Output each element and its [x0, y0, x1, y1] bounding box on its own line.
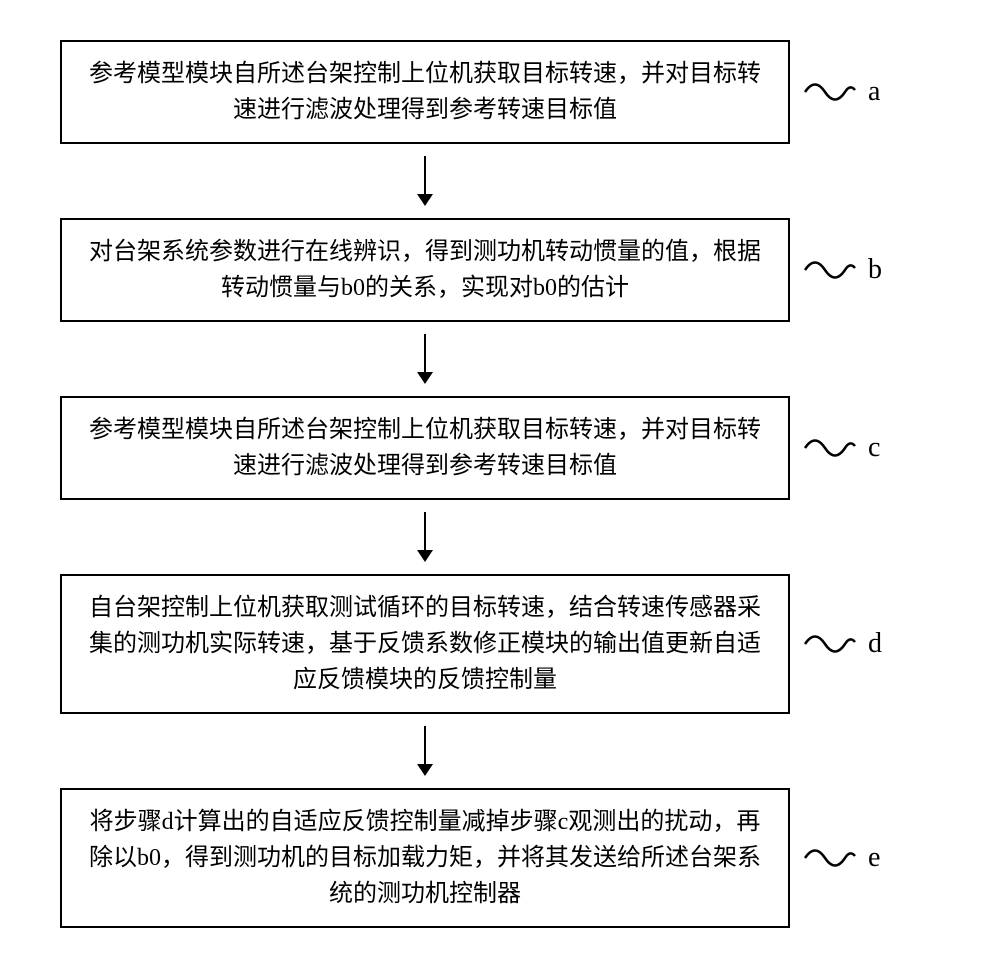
step-container-c: 参考模型模块自所述台架控制上位机获取目标转速，并对目标转速进行滤波处理得到参考转…	[60, 396, 940, 500]
step-container-e: 将步骤d计算出的自适应反馈控制量减掉步骤c观测出的扰动，再除以b0，得到测功机的…	[60, 788, 940, 928]
step-text-d: 自台架控制上位机获取测试循环的目标转速，结合转速传感器采集的测功机实际转速，基于…	[82, 590, 768, 698]
wavy-connector-icon	[800, 838, 860, 878]
step-container-d: 自台架控制上位机获取测试循环的目标转速，结合转速传感器采集的测功机实际转速，基于…	[60, 574, 940, 714]
step-text-a: 参考模型模块自所述台架控制上位机获取目标转速，并对目标转速进行滤波处理得到参考转…	[82, 56, 768, 128]
label-container-c: c	[800, 428, 880, 468]
step-text-b: 对台架系统参数进行在线辨识，得到测功机转动惯量的值，根据转动惯量与b0的关系，实…	[82, 234, 768, 306]
arrow-down-icon	[410, 156, 440, 206]
step-text-c: 参考模型模块自所述台架控制上位机获取目标转速，并对目标转速进行滤波处理得到参考转…	[82, 412, 768, 484]
label-container-b: b	[800, 250, 882, 290]
label-container-a: a	[800, 72, 880, 112]
wavy-connector-icon	[800, 624, 860, 664]
label-container-d: d	[800, 624, 882, 664]
step-box-a: 参考模型模块自所述台架控制上位机获取目标转速，并对目标转速进行滤波处理得到参考转…	[60, 40, 790, 144]
step-label-c: c	[868, 432, 880, 464]
step-box-e: 将步骤d计算出的自适应反馈控制量减掉步骤c观测出的扰动，再除以b0，得到测功机的…	[60, 788, 790, 928]
wavy-connector-icon	[800, 72, 860, 112]
arrow-down-icon	[410, 512, 440, 562]
wavy-connector-icon	[800, 250, 860, 290]
step-label-e: e	[868, 842, 880, 874]
label-container-e: e	[800, 838, 880, 878]
step-label-b: b	[868, 254, 882, 286]
wavy-connector-icon	[800, 428, 860, 468]
step-box-b: 对台架系统参数进行在线辨识，得到测功机转动惯量的值，根据转动惯量与b0的关系，实…	[60, 218, 790, 322]
step-box-c: 参考模型模块自所述台架控制上位机获取目标转速，并对目标转速进行滤波处理得到参考转…	[60, 396, 790, 500]
step-label-a: a	[868, 76, 880, 108]
step-box-d: 自台架控制上位机获取测试循环的目标转速，结合转速传感器采集的测功机实际转速，基于…	[60, 574, 790, 714]
flowchart-diagram: 参考模型模块自所述台架控制上位机获取目标转速，并对目标转速进行滤波处理得到参考转…	[60, 40, 940, 928]
arrow-down-icon	[410, 726, 440, 776]
step-container-a: 参考模型模块自所述台架控制上位机获取目标转速，并对目标转速进行滤波处理得到参考转…	[60, 40, 940, 144]
step-label-d: d	[868, 628, 882, 660]
step-container-b: 对台架系统参数进行在线辨识，得到测功机转动惯量的值，根据转动惯量与b0的关系，实…	[60, 218, 940, 322]
arrow-down-icon	[410, 334, 440, 384]
step-text-e: 将步骤d计算出的自适应反馈控制量减掉步骤c观测出的扰动，再除以b0，得到测功机的…	[82, 804, 768, 912]
